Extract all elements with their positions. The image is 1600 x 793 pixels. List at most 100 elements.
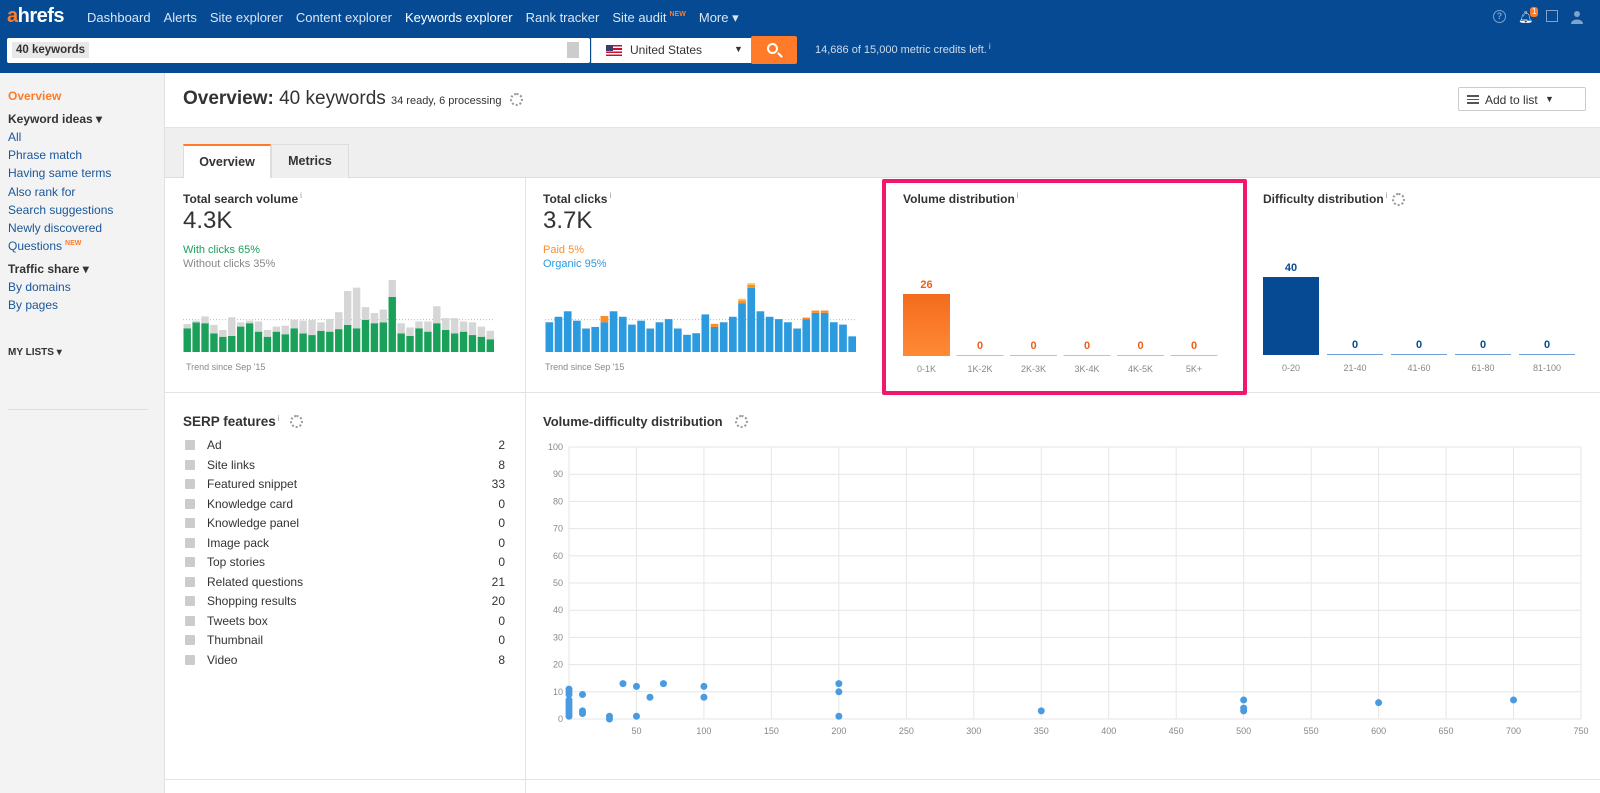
loading-spinner-icon [510,93,523,106]
scatter-point [578,691,586,699]
bell-icon[interactable]: 🔔︎ [1518,10,1534,24]
y-tick-label: 50 [553,578,563,588]
serp-feature-row[interactable]: Featured snippet 33 [183,476,505,495]
country-select[interactable]: United States ▼ [591,38,751,63]
message-icon[interactable] [1546,10,1558,22]
search-volume-trend-bar [424,321,432,332]
nav-keywords-explorer[interactable]: Keywords explorer [404,10,513,25]
serp-feature-count: 2 [498,438,505,452]
sidebar-heading-my-lists[interactable]: MY LISTS ▾ [8,347,62,358]
cart-icon [185,596,195,606]
divider [165,779,1600,780]
tab-metrics[interactable]: Metrics [271,144,349,178]
search-volume-trend-bar [290,319,298,329]
sidebar-item-also-rank-for[interactable]: Also rank for [8,185,76,199]
sidebar-item-search-suggestions[interactable]: Search suggestions [8,203,114,217]
sidebar-item-by-domains[interactable]: By domains [8,280,71,294]
top-navigation-bar: ahrefs Dashboard Alerts Site explorer Co… [0,0,1600,73]
serp-feature-row[interactable]: Video 8 [183,652,505,671]
serp-feature-row[interactable]: Tweets box 0 [183,613,505,632]
volume-distribution-category-label: 3K-4K [1074,364,1099,374]
search-volume-trend-bar [352,287,361,329]
search-volume-trend-bar [308,319,316,336]
keywords-token[interactable]: 40 keywords [12,42,90,58]
sidebar-item-having-same-terms[interactable]: Having same terms [8,166,112,180]
y-tick-label: 30 [553,632,563,642]
y-tick-label: 20 [553,660,563,670]
serp-feature-row[interactable]: Related questions 21 [183,574,505,593]
nav-more[interactable]: More ▾ [698,10,739,25]
serp-feature-row[interactable]: Site links 8 [183,457,505,476]
user-icon[interactable] [1570,10,1584,24]
serp-feature-count: 33 [491,477,505,491]
sidebar-item-by-pages[interactable]: By pages [8,298,59,312]
search-volume-trend-bar [326,331,334,352]
serp-feature-row[interactable]: Knowledge panel 0 [183,515,505,534]
nav-content-explorer[interactable]: Content explorer [295,10,392,25]
search-volume-trend-bar [433,306,441,324]
info-icon[interactable]: i [609,191,612,200]
page-title-rest: 40 keywords [273,88,386,109]
help-icon[interactable]: ? [1493,10,1506,23]
x-tick-label: 250 [899,726,914,736]
x-tick-label: 300 [966,726,981,736]
caret-down-icon: ▼ [734,44,743,54]
nav-site-audit[interactable]: Site audit NEW [612,10,686,26]
difficulty-distribution-value-label: 0 [1416,339,1422,351]
sidebar-heading-keyword-ideas[interactable]: Keyword ideas ▾ [8,112,103,126]
clicks-trend-bar [820,312,829,352]
difficulty-distribution-category-label: 61-80 [1471,363,1494,373]
tab-overview[interactable]: Overview [183,144,271,178]
y-tick-label: 100 [548,442,563,452]
sidebar-item-newly-discovered[interactable]: Newly discovered [8,221,103,235]
search-volume-trend-bar [326,318,334,332]
sidebar-heading-traffic-share[interactable]: Traffic share ▾ [8,262,89,276]
ahrefs-logo[interactable]: ahrefs [7,5,65,27]
serp-feature-row[interactable]: Shopping results 20 [183,593,505,612]
serp-feature-row[interactable]: Knowledge card 0 [183,496,505,515]
sidebar-item-phrase-match[interactable]: Phrase match [8,148,83,162]
y-tick-label: 60 [553,551,563,561]
search-volume-trend-bar [370,323,379,352]
y-tick-label: 40 [553,605,563,615]
keywords-search-input[interactable]: 40 keywords [7,38,590,63]
info-icon[interactable]: i [300,191,302,200]
search-button[interactable] [751,36,797,64]
info-icon[interactable]: i [277,414,280,423]
nav-alerts[interactable]: Alerts [163,10,197,25]
serp-feature-count: 0 [498,496,505,511]
search-volume-trend-bar [317,330,325,352]
search-volume-trend-bar [424,331,432,352]
sidebar-item-questions[interactable]: Questions NEW [8,239,81,253]
y-tick-label: 70 [553,524,563,534]
sidebar-item-all[interactable]: All [8,130,22,144]
ad-icon [185,440,195,450]
add-to-list-button[interactable]: Add to list ▼ [1458,87,1586,111]
x-tick-label: 650 [1439,726,1454,736]
serp-feature-count: 20 [491,594,505,608]
info-icon[interactable]: i [1385,191,1388,200]
nav-rank-tracker[interactable]: Rank tracker [525,10,600,25]
serp-feature-row[interactable]: Thumbnail 0 [183,632,505,651]
info-icon[interactable]: i [988,42,991,51]
scatter-point [646,693,654,701]
nav-dashboard[interactable]: Dashboard [87,10,151,25]
clicks-trend-bar [729,316,737,352]
sidebar-item-overview[interactable]: Overview [8,89,62,103]
nav-site-explorer[interactable]: Site explorer [209,10,283,25]
serp-feature-row[interactable]: Top stories 0 [183,554,505,573]
info-icon[interactable]: i [1016,191,1019,200]
clicks-trend-bar [710,323,719,327]
scatter-point [632,682,640,690]
sidebar-item-questions-label: Questions [8,239,63,253]
sidebar: Overview Keyword ideas ▾ All Phrase matc… [0,73,165,793]
serp-feature-row[interactable]: Ad 2 [183,437,505,456]
serp-feature-count: 8 [498,652,505,667]
search-volume-trend-bar [361,319,370,352]
upload-icon[interactable] [567,42,579,58]
loading-spinner-icon [735,415,748,428]
quote-icon [185,479,195,489]
serp-feature-row[interactable]: Image pack 0 [183,535,505,554]
scatter-point [565,710,573,718]
search-volume-trend-bar [459,331,468,352]
